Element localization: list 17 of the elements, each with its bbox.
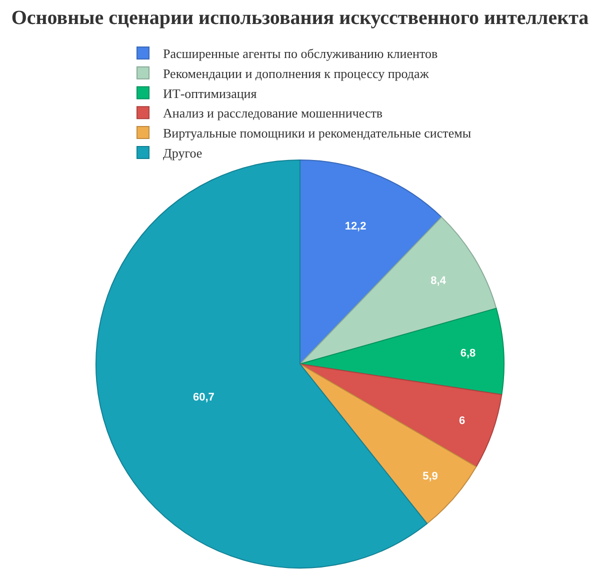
legend-label: Виртуальные помощники и рекомендательные системы (163, 126, 472, 141)
legend-label: ИТ-оптимизация (163, 86, 257, 101)
pie-slice (300, 308, 504, 396)
pie-slice (300, 364, 502, 468)
legend-label: Анализ и расследование мошенничеств (163, 106, 383, 121)
pie-slice (300, 364, 477, 524)
data-label: 6,8 (460, 347, 476, 360)
data-label: 8,4 (430, 274, 447, 287)
data-label: 5,9 (422, 470, 438, 483)
data-label: 6 (458, 415, 466, 428)
legend-label: Расширенные агенты по обслуживанию клиентов (163, 46, 438, 62)
chart-title: Основные сценарии использования искусственного интеллекта (11, 7, 589, 29)
data-label: 60,7 (193, 392, 214, 404)
data-label: 12,2 (344, 220, 366, 232)
pie-slice (300, 216, 497, 364)
legend-label: Другое (163, 146, 202, 161)
legend-label: Рекомендации и дополнения к процессу продаж (163, 66, 430, 81)
